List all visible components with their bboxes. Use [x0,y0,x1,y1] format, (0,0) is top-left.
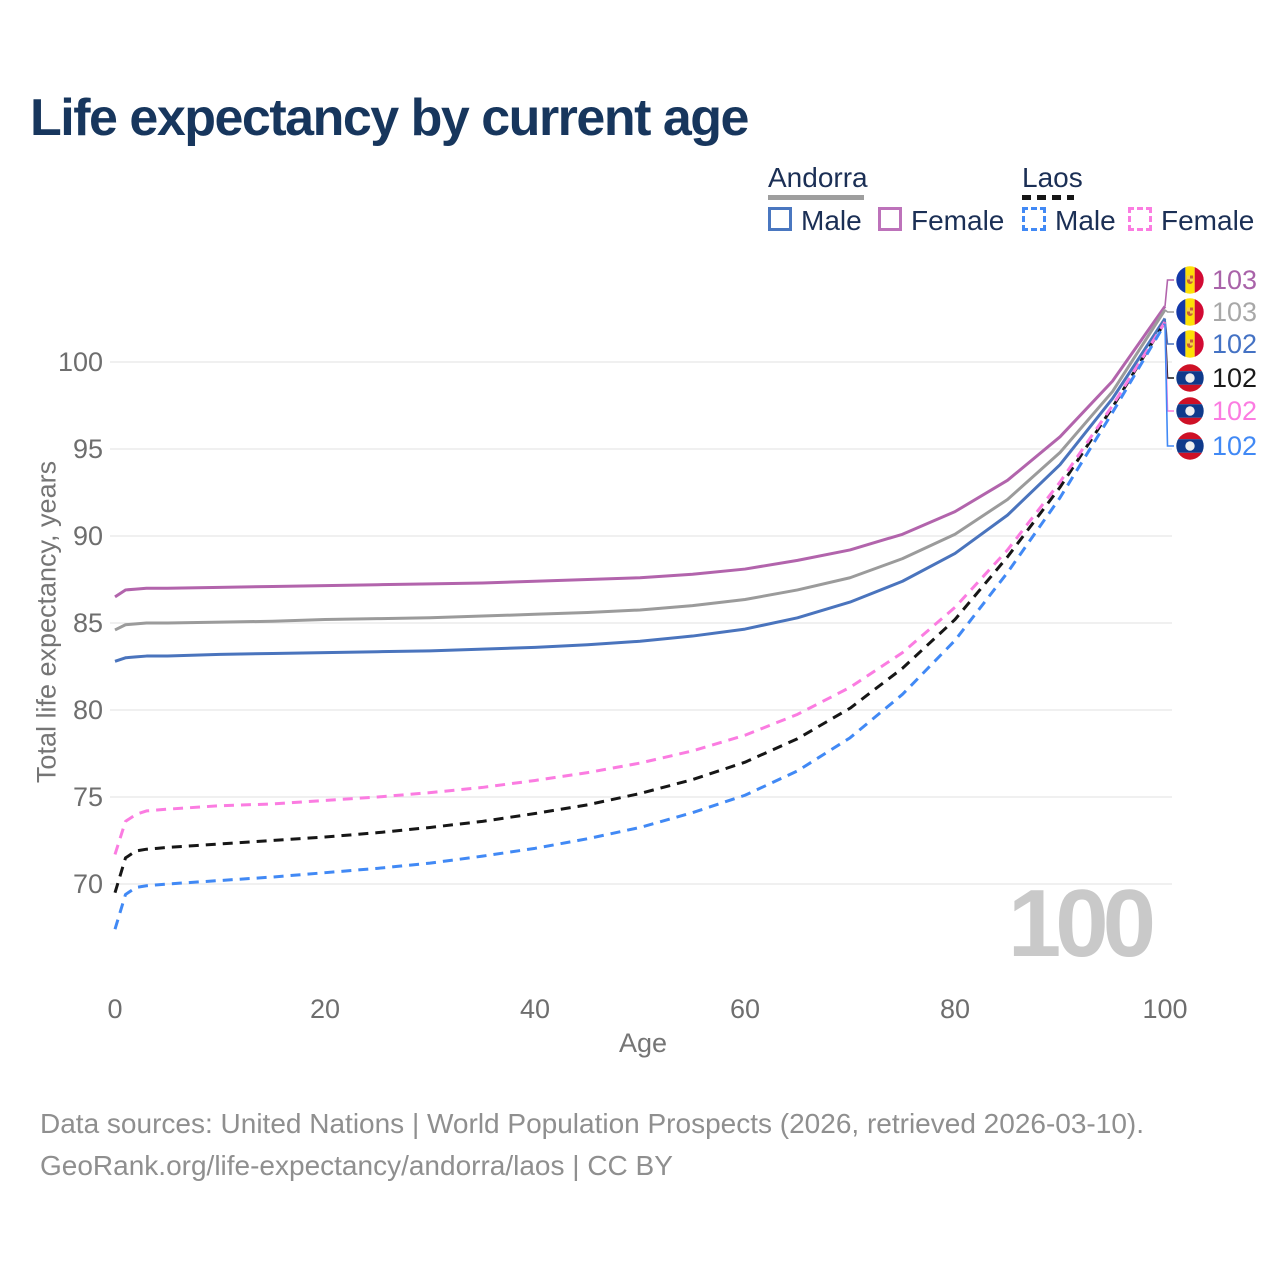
laos-flag-icon [1176,364,1204,392]
y-tick-85: 85 [72,608,103,638]
series-line-laos-female [113,321,1167,855]
x-tick-60: 60 [729,994,761,1024]
x-tick-40: 40 [519,994,551,1024]
andorra-flag-badge [1176,298,1204,331]
y-tick-100: 100 [57,347,103,377]
x-tick-0: 0 [107,994,123,1024]
andorra-flag-icon [1176,330,1204,358]
leader-line-andorra-both [1164,309,1174,313]
andorra-flag-badge [1176,330,1204,363]
legend-swatch-andorra-female [878,207,902,231]
end-value-label: 103 [1212,265,1258,295]
legend-laos-linestyle-swatch [1022,195,1074,200]
laos-flag-icon [1176,397,1204,425]
legend-label-andorra-female: Female [911,205,1005,236]
end-value-label: 102 [1212,363,1258,393]
series-line-laos-both [113,321,1167,894]
y-tick-90: 90 [72,521,103,551]
page-title: Life expectancy by current age [30,89,749,147]
y-tick-80: 80 [72,695,103,725]
legend-swatch-laos-female [1128,207,1152,231]
andorra-flag-badge [1176,266,1204,299]
andorra-flag-icon [1176,266,1204,294]
y-tick-70: 70 [72,869,103,899]
legend-group-andorra-label: Andorra [768,162,868,193]
laos-flag-badge [1176,397,1204,430]
legend-swatch-andorra-male [768,207,792,231]
end-value-label: 102 [1212,431,1258,461]
series-line-andorra-female [114,305,1167,599]
legend-swatch-laos-male [1022,207,1046,231]
legend-label-laos-male: Male [1055,205,1116,236]
laos-flag-badge [1176,364,1204,397]
laos-flag-icon [1176,432,1204,460]
data-source-text: Data sources: United Nations | World Pop… [40,1108,1145,1139]
x-tick-100: 100 [1142,994,1188,1024]
legend-label-laos-female: Female [1161,205,1255,236]
x-tick-20: 20 [309,994,341,1024]
age-counter-watermark: 100 [1007,870,1156,977]
y-tick-95: 95 [72,434,103,464]
leader-line-laos-male [1164,323,1174,447]
x-tick-80: 80 [939,994,971,1024]
leader-line-andorra-female [1164,279,1174,307]
laos-flag-badge [1176,432,1204,465]
x-axis-title: Age [618,1028,668,1058]
series-line-andorra-both [114,308,1167,632]
series-line-andorra-male [114,317,1167,663]
end-value-label: 102 [1212,396,1258,426]
series-line-laos-male [113,322,1167,930]
legend-group-laos-label: Laos [1022,162,1083,193]
attribution-text: GeoRank.org/life-expectancy/andorra/laos… [40,1150,673,1181]
end-value-label: 102 [1212,329,1258,359]
legend-andorra-linestyle-swatch [768,195,864,200]
end-value-label: 103 [1212,297,1258,327]
y-tick-75: 75 [72,782,103,812]
legend-label-andorra-male: Male [801,205,862,236]
andorra-flag-icon [1176,298,1204,326]
